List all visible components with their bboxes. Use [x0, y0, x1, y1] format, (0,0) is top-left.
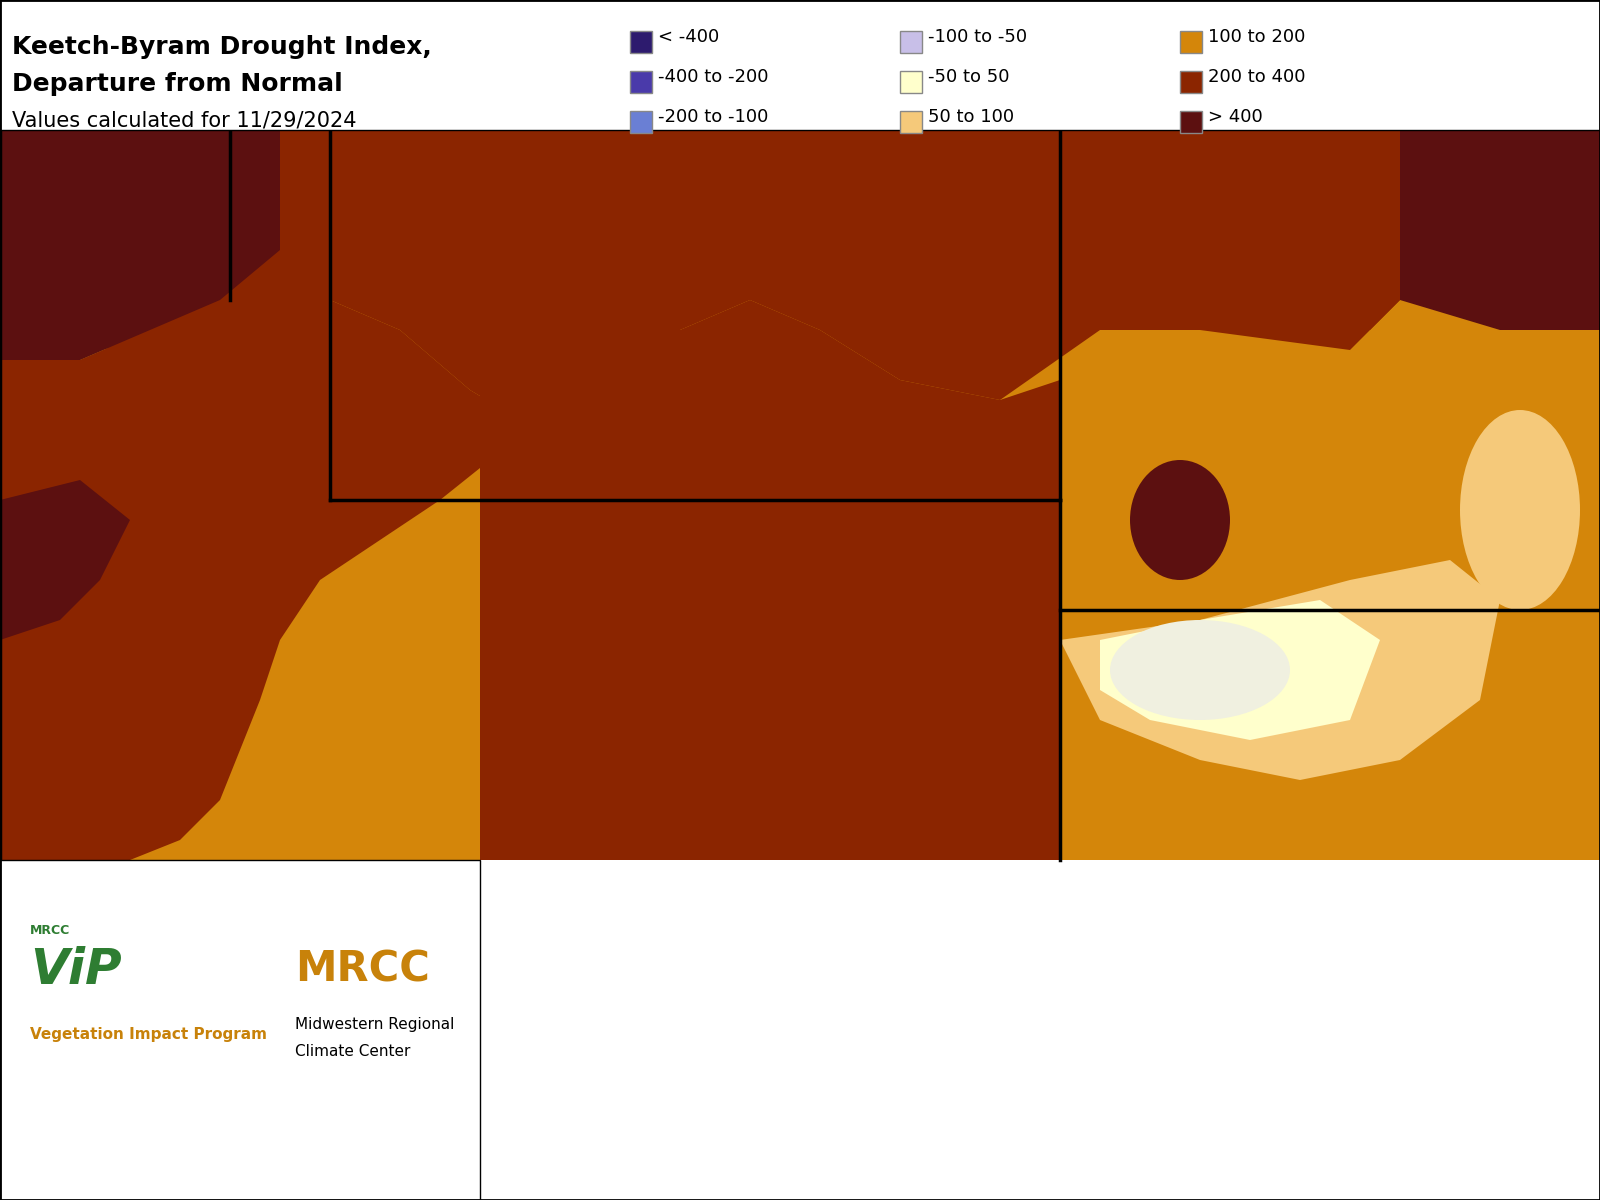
Text: Values calculated for 11/29/2024: Values calculated for 11/29/2024	[13, 110, 357, 130]
Text: Vegetation Impact Program: Vegetation Impact Program	[30, 1027, 267, 1043]
Text: 50 to 100: 50 to 100	[928, 108, 1014, 126]
Text: < -400: < -400	[658, 28, 720, 46]
Text: -100 to -50: -100 to -50	[928, 28, 1027, 46]
Bar	[0, 130, 1600, 860]
Bar	[899, 31, 922, 53]
Text: Keetch-Byram Drought Index,: Keetch-Byram Drought Index,	[13, 35, 432, 59]
Polygon shape	[0, 130, 520, 860]
Bar	[630, 71, 653, 92]
Text: MRCC: MRCC	[30, 924, 70, 936]
Text: 100 to 200: 100 to 200	[1208, 28, 1306, 46]
Bar	[899, 71, 922, 92]
Text: 200 to 400: 200 to 400	[1208, 68, 1306, 86]
Polygon shape	[1059, 130, 1600, 860]
Polygon shape	[0, 130, 280, 360]
Text: Midwestern Regional: Midwestern Regional	[294, 1018, 454, 1032]
Polygon shape	[0, 480, 130, 640]
Text: -400 to -200: -400 to -200	[658, 68, 768, 86]
Bar	[630, 110, 653, 133]
Bar	[0, 0, 1600, 130]
Text: Climate Center: Climate Center	[294, 1044, 410, 1060]
Bar	[630, 31, 653, 53]
Text: Departure from Normal: Departure from Normal	[13, 72, 342, 96]
Text: > 400: > 400	[1208, 108, 1262, 126]
Text: MRCC: MRCC	[294, 949, 430, 991]
Bar	[1181, 31, 1202, 53]
Ellipse shape	[1130, 460, 1230, 580]
Polygon shape	[1101, 130, 1400, 350]
Text: -50 to 50: -50 to 50	[928, 68, 1010, 86]
Polygon shape	[1059, 560, 1501, 780]
Polygon shape	[0, 130, 1600, 420]
Ellipse shape	[1110, 620, 1290, 720]
Polygon shape	[1101, 600, 1379, 740]
Bar	[0, 860, 480, 1200]
Text: -200 to -100: -200 to -100	[658, 108, 768, 126]
Bar	[899, 110, 922, 133]
Ellipse shape	[1459, 410, 1581, 610]
Bar	[1181, 110, 1202, 133]
Bar	[1181, 71, 1202, 92]
Polygon shape	[480, 300, 1059, 860]
Polygon shape	[1400, 130, 1600, 330]
Text: ViP: ViP	[30, 946, 122, 994]
